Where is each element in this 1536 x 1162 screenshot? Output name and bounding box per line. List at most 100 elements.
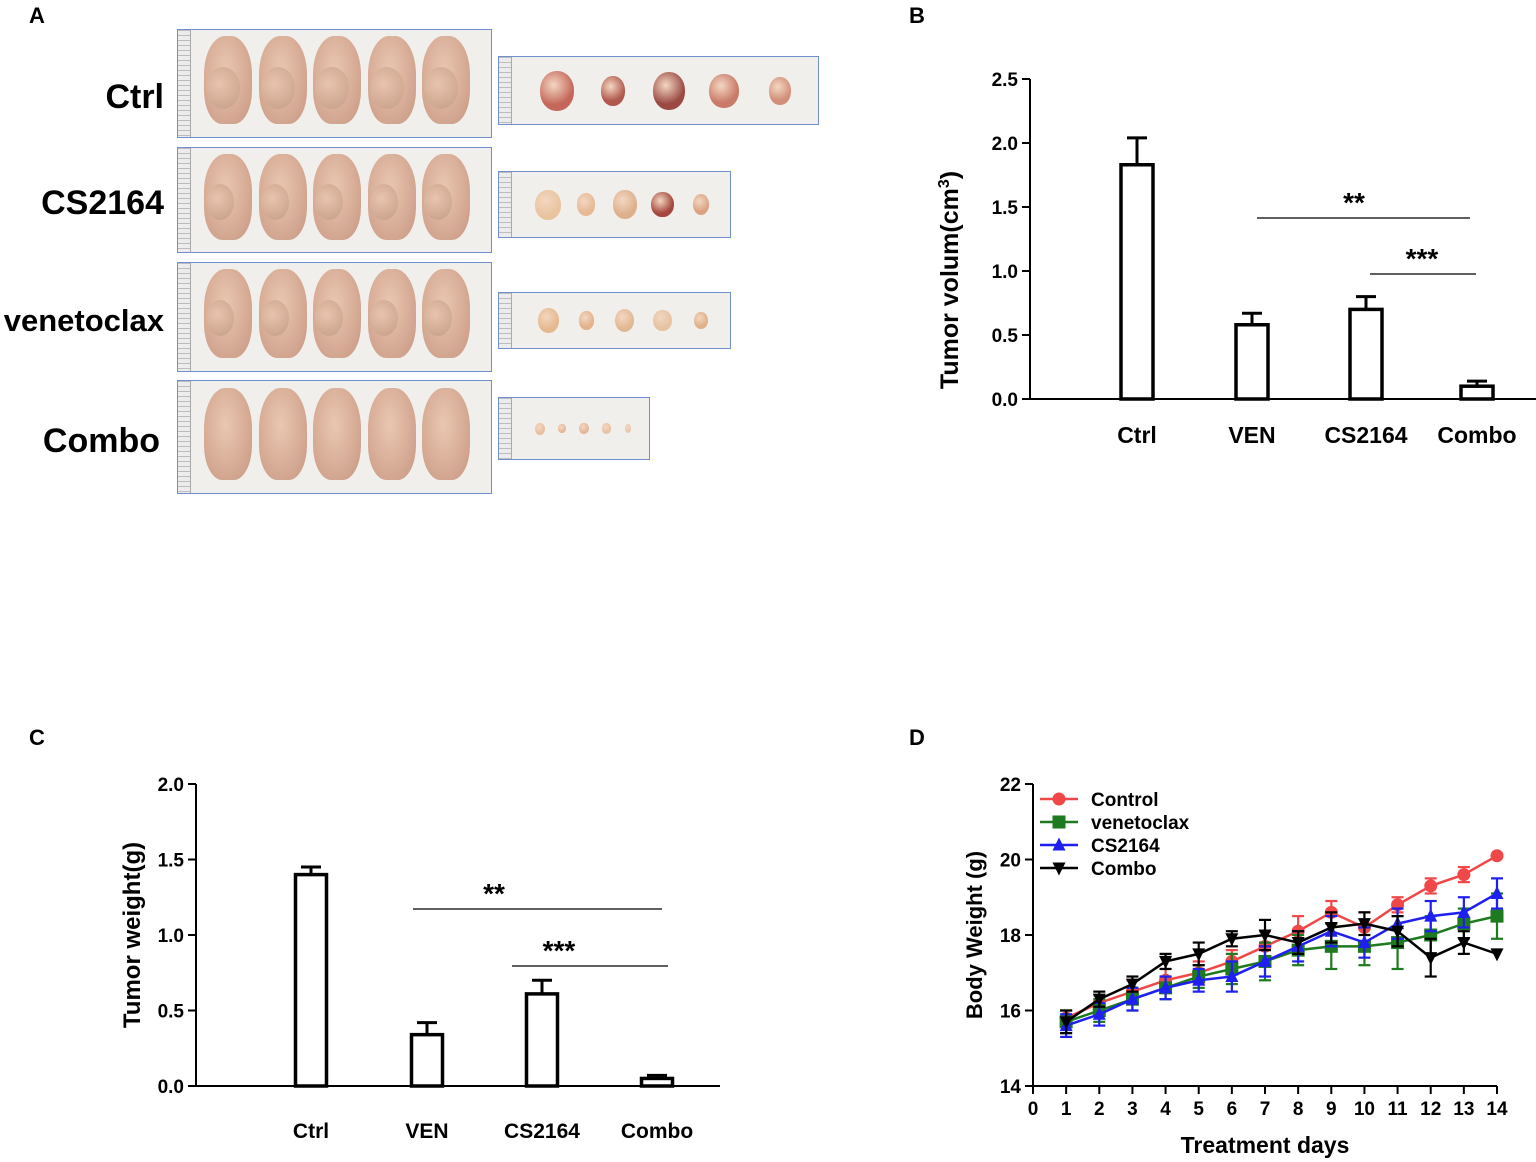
significance-marker: ** bbox=[483, 878, 505, 909]
excised-tumor bbox=[651, 191, 674, 218]
mouse-image bbox=[313, 269, 362, 359]
tumor-bulge bbox=[206, 300, 234, 337]
ruler bbox=[178, 148, 191, 252]
data-point bbox=[1159, 980, 1173, 994]
x-tick-label: CS2164 bbox=[504, 1120, 580, 1143]
y-tick-label: 20 bbox=[1000, 851, 1021, 872]
x-tick-label: 1 bbox=[1061, 1099, 1072, 1120]
mouse-image bbox=[367, 269, 416, 359]
row-label-cs2164: CS2164 bbox=[41, 184, 164, 222]
series-cs2164 bbox=[1059, 877, 1504, 1039]
y-axis-label-end: ) bbox=[936, 171, 964, 179]
significance-marker: *** bbox=[543, 935, 576, 966]
excised-tumor bbox=[537, 308, 559, 333]
tumor-bulge bbox=[260, 67, 295, 110]
data-point bbox=[1357, 935, 1371, 949]
x-tick-label: 6 bbox=[1227, 1099, 1238, 1120]
mice-photo-venetoclax bbox=[177, 262, 492, 372]
data-point bbox=[1424, 879, 1438, 893]
panel-a-letter: A bbox=[29, 3, 45, 28]
x-tick-label: 14 bbox=[1486, 1099, 1508, 1120]
data-point bbox=[1424, 908, 1438, 922]
tumor-bulge bbox=[424, 184, 453, 221]
mouse-image bbox=[313, 387, 362, 480]
x-tick-label: Ctrl bbox=[293, 1120, 329, 1143]
y-axis-label-main: Tumor volum(cm bbox=[936, 188, 964, 389]
mouse-image bbox=[204, 269, 252, 359]
x-axis-label: Treatment days bbox=[1181, 1132, 1350, 1158]
mouse-image bbox=[422, 154, 471, 240]
ruler bbox=[178, 381, 191, 493]
svg-text:Tumor volum(cm3): Tumor volum(cm3) bbox=[936, 171, 964, 389]
data-point bbox=[1424, 952, 1438, 966]
bar-ven bbox=[1234, 323, 1270, 401]
legend-label: venetoclax bbox=[1091, 813, 1190, 834]
y-axis-label: Tumor weight(g) bbox=[119, 842, 146, 1028]
ruler bbox=[499, 398, 512, 459]
y-tick-label: 1.5 bbox=[992, 198, 1019, 219]
tumor-photo-venetoclax bbox=[498, 292, 731, 349]
mice-photo-cs2164 bbox=[177, 147, 492, 253]
x-tick-label: 4 bbox=[1160, 1099, 1171, 1120]
ruler bbox=[499, 57, 512, 124]
significance-marker: ** bbox=[1343, 187, 1365, 218]
x-tick-label: VEN bbox=[1228, 422, 1275, 448]
mouse-image bbox=[204, 36, 252, 125]
series-line bbox=[1065, 892, 1498, 1027]
y-tick-label: 22 bbox=[1000, 775, 1021, 796]
mouse-image bbox=[204, 154, 252, 240]
panel-c-letter: C bbox=[29, 725, 45, 750]
legend-marker bbox=[1052, 837, 1066, 851]
y-tick-label: 1.5 bbox=[158, 851, 185, 872]
bar-cs2164 bbox=[1348, 307, 1384, 401]
excised-tumor bbox=[653, 309, 672, 332]
mouse-image bbox=[313, 36, 362, 125]
tumor-bulge bbox=[206, 67, 240, 110]
y-axis-label: Body Weight (g) bbox=[962, 851, 987, 1019]
x-tick-label: 2 bbox=[1094, 1099, 1105, 1120]
mouse-image bbox=[422, 387, 471, 480]
bar-ven bbox=[409, 1032, 445, 1088]
x-tick-label: 0 bbox=[1028, 1099, 1039, 1120]
mouse-image bbox=[204, 387, 252, 480]
x-tick-label: 13 bbox=[1453, 1099, 1474, 1120]
y-tick-label: 0.5 bbox=[158, 1002, 185, 1023]
tumor-photo-combo bbox=[498, 397, 650, 460]
tumor-bulge bbox=[260, 300, 289, 337]
data-point bbox=[1457, 904, 1471, 918]
tumor-bulge bbox=[369, 184, 398, 221]
y-axis-label-sup: 3 bbox=[936, 179, 953, 188]
data-point bbox=[1457, 937, 1471, 951]
tumor-bulge bbox=[315, 67, 350, 110]
panel-b-letter: B bbox=[909, 3, 925, 28]
data-point bbox=[1490, 885, 1504, 899]
data-point bbox=[1092, 993, 1106, 1007]
excised-tumor bbox=[652, 71, 685, 110]
tumor-bulge bbox=[424, 67, 459, 110]
row-label-venetoclax: venetoclax bbox=[3, 303, 164, 338]
y-tick-label: 16 bbox=[1000, 1002, 1021, 1023]
excised-tumor bbox=[612, 190, 637, 219]
x-tick-label: 8 bbox=[1293, 1099, 1304, 1120]
data-point bbox=[1225, 933, 1239, 947]
excised-tumor bbox=[709, 73, 740, 108]
data-point bbox=[1059, 1016, 1073, 1030]
x-tick-label: Combo bbox=[1437, 422, 1516, 448]
legend-label: Control bbox=[1091, 790, 1159, 811]
x-tick-label: VEN bbox=[405, 1120, 448, 1143]
bar-combo bbox=[639, 1076, 675, 1088]
bar-cs2164 bbox=[524, 992, 560, 1088]
y-tick-label: 0.0 bbox=[992, 390, 1018, 411]
mouse-image bbox=[422, 36, 471, 125]
data-point bbox=[1490, 909, 1504, 923]
tumor-photo-ctrl bbox=[498, 56, 819, 125]
y-axis-label-text: Body Weight (g) bbox=[962, 851, 987, 1019]
mouse-image bbox=[367, 36, 416, 125]
mouse-image bbox=[422, 269, 471, 359]
mice-photo-ctrl bbox=[177, 29, 492, 138]
mouse-image bbox=[313, 154, 362, 240]
x-tick-label: Ctrl bbox=[1117, 422, 1157, 448]
data-point bbox=[1490, 948, 1504, 962]
legend-marker bbox=[1052, 862, 1066, 876]
